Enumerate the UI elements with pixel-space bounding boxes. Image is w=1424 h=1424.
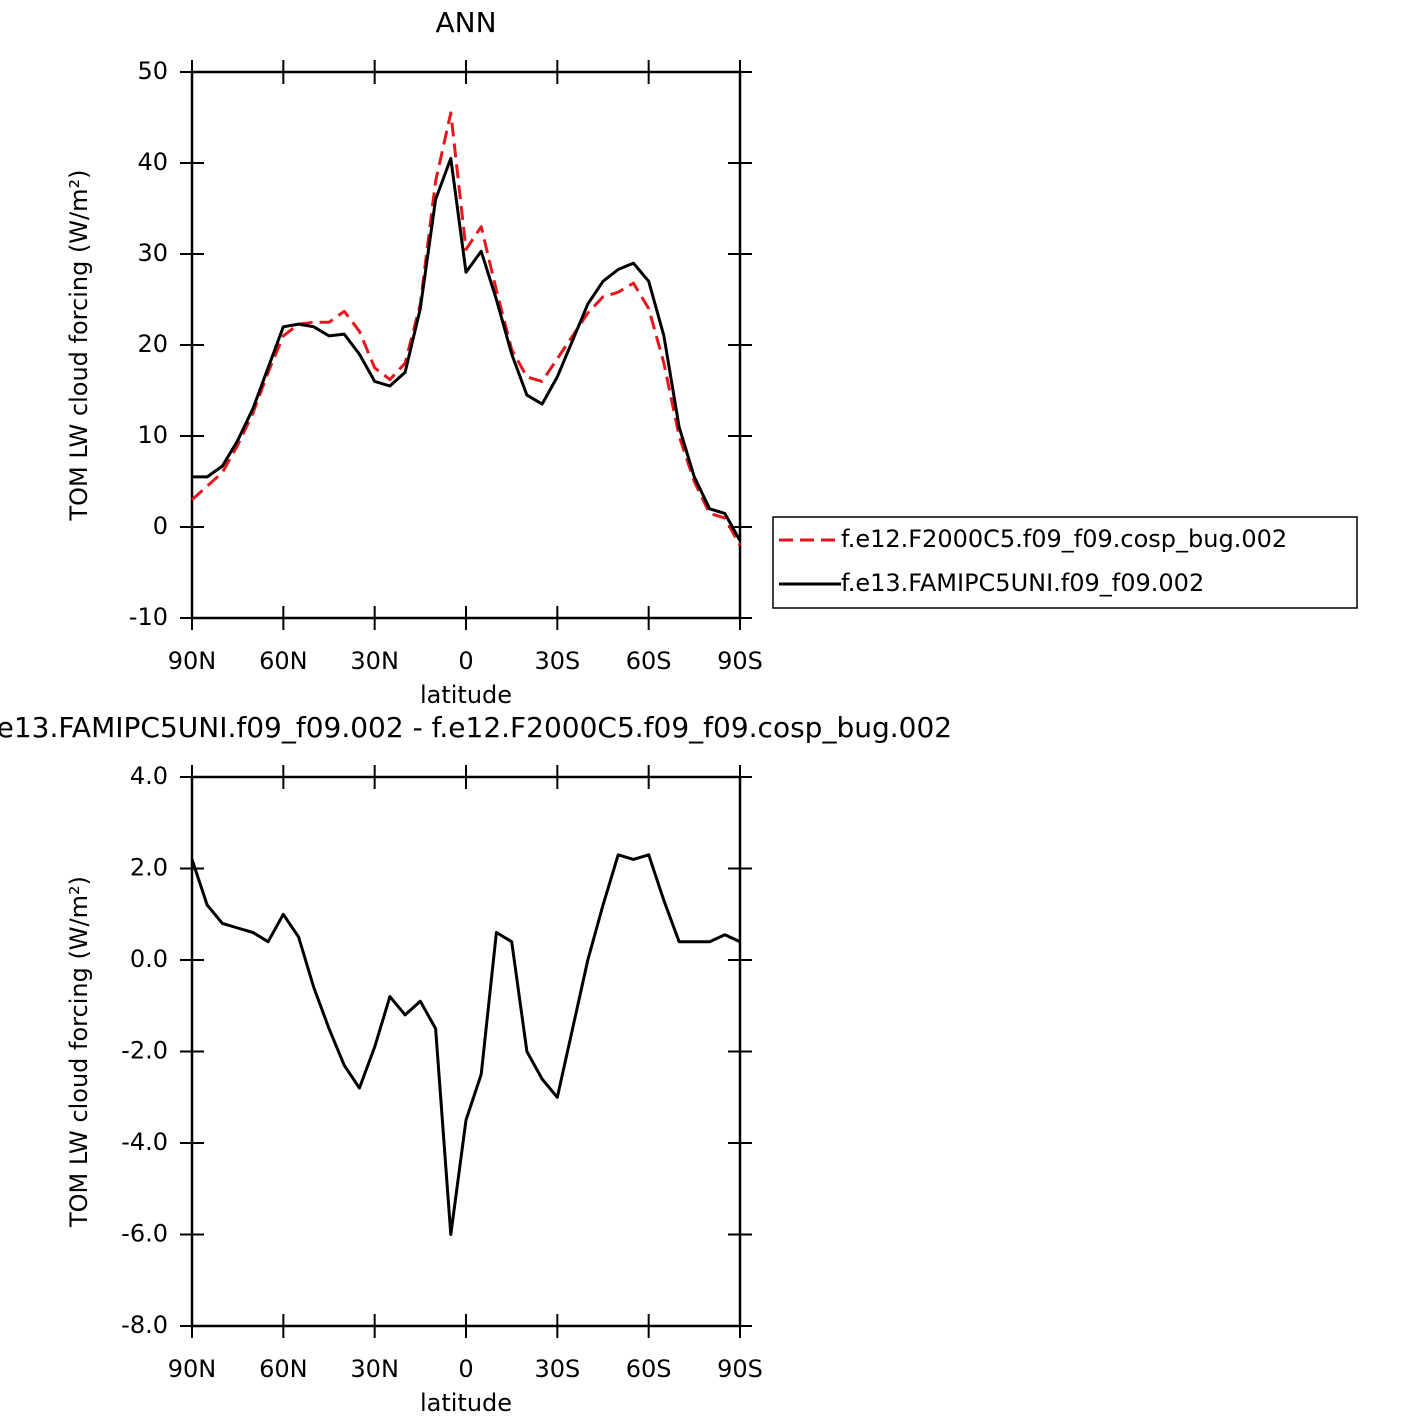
y-tick-label: 2.0 [130,854,168,882]
chart-title: f.e13.FAMIPC5UNI.f09_f09.002 - f.e12.F20… [0,711,952,744]
y-tick-label: 40 [137,148,168,176]
x-tick-label: 90N [168,647,217,675]
y-tick-label: 20 [137,330,168,358]
legend-label: f.e12.F2000C5.f09_f09.cosp_bug.002 [841,525,1287,553]
x-tick-label: 90S [717,1355,763,1383]
data-line [190,853,741,1236]
x-tick-label: 90S [717,647,763,675]
y-tick-label: 50 [137,57,168,85]
x-tick-label: 30N [350,647,399,675]
chart-title: ANN [435,6,496,39]
data-line [190,111,742,546]
plot-frame [190,70,742,620]
y-tick-label: 10 [137,421,168,449]
x-axis-label: latitude [420,681,512,709]
y-tick-label: 0.0 [130,945,168,973]
x-tick-label: 0 [458,1355,473,1383]
plot-frame [190,775,742,1328]
y-axis-label: TOM LW cloud forcing (W/m²) [65,170,93,522]
x-tick-label: 30S [534,647,580,675]
y-tick-label: 0 [153,512,168,540]
y-tick-label: 30 [137,239,168,267]
x-tick-label: 60S [626,647,672,675]
y-axis-label: TOM LW cloud forcing (W/m²) [65,876,93,1228]
y-tick-label: -8.0 [121,1311,168,1339]
x-tick-label: 30S [534,1355,580,1383]
x-tick-label: 90N [168,1355,217,1383]
x-tick-label: 30N [350,1355,399,1383]
x-tick-label: 0 [458,647,473,675]
y-tick-label: 4.0 [130,762,168,790]
x-tick-label: 60N [259,647,308,675]
y-tick-label: -4.0 [121,1128,168,1156]
data-line [192,156,742,542]
x-tick-label: 60N [259,1355,308,1383]
x-tick-label: 60S [626,1355,672,1383]
legend-label: f.e13.FAMIPC5UNI.f09_f09.002 [841,569,1204,597]
y-tick-label: -10 [129,603,168,631]
legend-box [772,516,1358,609]
y-tick-label: -6.0 [121,1220,168,1248]
y-tick-label: -2.0 [121,1037,168,1065]
x-axis-label: latitude [420,1389,512,1417]
